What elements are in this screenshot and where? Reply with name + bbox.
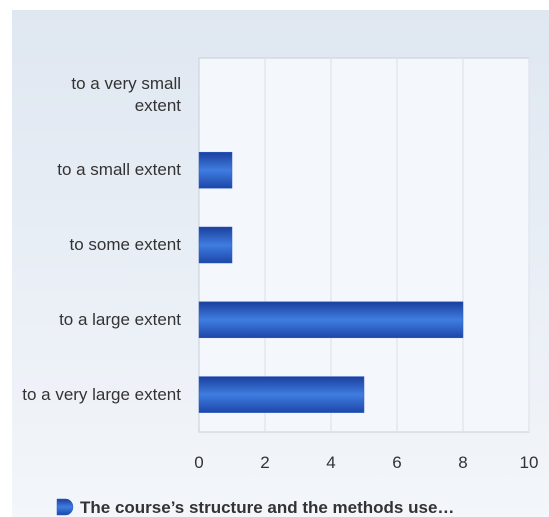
x-tick-label: 2 <box>260 453 269 472</box>
x-tick-label: 4 <box>326 453 335 472</box>
bar <box>198 226 233 264</box>
x-tick-label: 10 <box>520 453 539 472</box>
y-tick-label: to a very large extent <box>22 384 181 404</box>
y-tick-label: to a very small extent <box>71 74 181 116</box>
bar <box>198 151 233 189</box>
y-tick-label: to a large extent <box>59 309 181 329</box>
legend-swatch <box>56 498 74 516</box>
bar <box>198 376 365 413</box>
x-tick-label: 6 <box>392 453 401 472</box>
legend-label: The course’s structure and the methods u… <box>80 498 454 517</box>
y-tick-label: to some extent <box>69 235 181 254</box>
plot-area <box>198 57 530 433</box>
y-tick-label: to a small extent <box>57 160 181 180</box>
bar <box>198 301 464 339</box>
x-tick-label: 8 <box>458 453 467 472</box>
x-tick-label: 0 <box>194 453 203 472</box>
